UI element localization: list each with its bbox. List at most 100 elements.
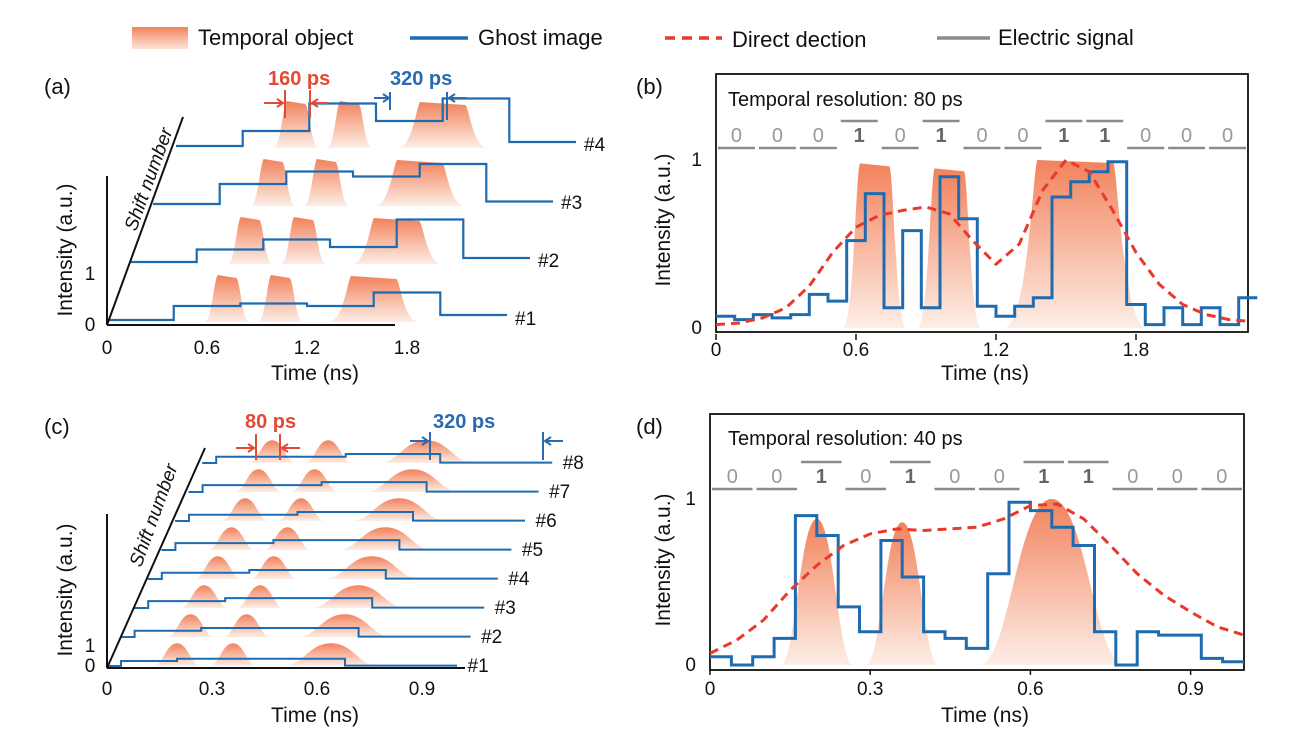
panel-c-object-pulse (324, 556, 420, 579)
panel-d-frame (709, 413, 1245, 671)
panel-c: (c) #8#7#6#5#4#3#2#1 Shift number Intens… (44, 411, 584, 727)
panel-b-bit-label: 0 (1017, 125, 1028, 147)
panel-b-ghost-image-line (716, 160, 1258, 327)
panel-c-object-pulse (351, 498, 447, 521)
panel-c-ghost-trace (202, 453, 553, 464)
panel-c-traces: #8 #7 #6 #5 #4 #3 #2 #1 (107, 440, 584, 677)
panel-d-object-pulse (865, 522, 939, 665)
panel-a-trace-label: #1 (515, 309, 536, 330)
panel-b-bit-label: 1 (1099, 125, 1110, 147)
panel-a-ghost-trace (176, 97, 576, 148)
panel-c-ytick: 0 (85, 656, 96, 677)
panel-c-ghost-trace (120, 627, 471, 638)
panel-c-object-pulse (310, 585, 406, 608)
panel-c-trace-label: #4 (508, 569, 530, 590)
panel-a-trace-label: #4 (584, 135, 606, 156)
panel-d-bit-label: 0 (860, 466, 871, 488)
panel-a-depth-axis (106, 116, 184, 326)
panel-b-ticks: 0 0.6 1.2 1.8 0 1 (691, 150, 1149, 361)
panel-b-object-pulse (1003, 160, 1147, 328)
panel-a-xtick: 1.2 (294, 338, 320, 359)
panel-d-xtick: 0 (705, 679, 716, 700)
panel-a-ytick: 1 (85, 264, 96, 285)
panel-d-object-pulse (780, 518, 854, 665)
panel-b-xtick: 0.6 (843, 340, 869, 361)
panel-c-object-pulse (263, 527, 312, 550)
panel-d-bit-label: 1 (905, 466, 916, 488)
panel-a-annotation-160ps-arrows (264, 90, 328, 118)
panel-b-direct-detection-line (715, 158, 1249, 327)
panel-c-annotation-80ps: 80 ps (245, 411, 296, 433)
panel-b-bit-label: 0 (772, 125, 783, 147)
panel-c-trace-label: #1 (468, 656, 489, 677)
panel-c-label: (c) (44, 414, 70, 439)
panel-b-object-pulse (917, 168, 982, 328)
panel-c-object-pulse (236, 585, 284, 608)
panel-d-bit-label: 0 (727, 466, 738, 488)
panel-d-ticks: 0 0.3 0.6 0.9 0 1 (685, 489, 1203, 700)
panel-c-annotation-320ps-arrows (410, 432, 563, 460)
panel-c-xlabel: Time (ns) (271, 704, 359, 727)
panel-b-bit-label: 0 (731, 125, 742, 147)
panel-d-direct-detection-line (709, 502, 1245, 655)
panel-a-object-pulse (227, 217, 273, 264)
panel-d-bit-label: 1 (816, 466, 827, 488)
panel-a-xtick: 1.8 (394, 338, 420, 359)
panel-d-bit-label: 0 (771, 466, 782, 488)
panel-b-bit-label: 1 (1058, 125, 1069, 147)
panel-a-object-pulse (257, 275, 303, 322)
panel-b-ylabel: Intensity (a.u.) (652, 153, 675, 286)
panel-b-xtick: 0 (711, 340, 722, 361)
panel-c-object-pulse (194, 556, 242, 579)
panel-c-trace-label: #8 (563, 453, 584, 474)
panel-c-object-pulse (365, 469, 461, 492)
panel-c-object-pulse (290, 469, 339, 492)
panel-d-bit-label: 0 (1127, 466, 1138, 488)
panel-c-object-pulse (378, 440, 474, 463)
legend-label-temporal-object: Temporal object (198, 25, 353, 50)
panel-c-object-pulse (207, 527, 256, 550)
panel-a-ghost-trace (153, 162, 553, 206)
panel-b-bit-label: 0 (813, 125, 824, 147)
panel-c-ghost-trace (107, 657, 457, 667)
panel-a-ghost-trace (107, 291, 507, 322)
panel-b-bit-label: 0 (1181, 125, 1192, 147)
panel-a-annotation-320ps-arrows (374, 92, 466, 120)
panel-b-bit-label: 0 (895, 125, 906, 147)
panel-a-annotation-160ps: 160 ps (268, 68, 330, 90)
panel-d-label: (d) (636, 414, 663, 439)
panel-a-traces: #4 #3 #2 #1 (107, 97, 606, 330)
panel-a-object-pulse (250, 159, 296, 206)
panel-d-bit-label: 0 (994, 466, 1005, 488)
panel-d-xtick: 0.6 (1017, 679, 1043, 700)
panel-a-object-pulse (374, 160, 465, 206)
panel-a-xtick: 0.6 (194, 338, 220, 359)
panel-b-ytick: 1 (691, 150, 702, 171)
panel-d-xtick: 0.3 (857, 679, 883, 700)
panel-d-ytick: 1 (685, 489, 696, 510)
panel-c-ytick: 1 (85, 636, 96, 657)
panel-a-ytick: 0 (85, 315, 96, 336)
panel-d-bit-label: 0 (1172, 466, 1183, 488)
panel-b-bit-label: 0 (1140, 125, 1151, 147)
panel-a-ghost-trace (130, 218, 530, 264)
panel-d-bit-label: 1 (1083, 466, 1094, 488)
panel-d-bit-label: 1 (1038, 466, 1049, 488)
panel-c-object-pulse (166, 614, 215, 637)
panel-c-xtick: 0.6 (304, 679, 330, 700)
panel-c-ghost-trace (134, 597, 485, 609)
panel-c-object-pulse (297, 614, 393, 637)
panel-d-bit-label: 0 (1216, 466, 1227, 488)
panel-b-xtick: 1.2 (983, 340, 1009, 361)
panel-a-depth-label: Shift number (121, 125, 178, 234)
panel-c-ghost-trace (175, 511, 525, 522)
panel-c-object-pulse (234, 469, 283, 492)
panel-a-trace-label: #3 (561, 193, 582, 214)
panel-c-ghost-trace (161, 539, 512, 551)
panel-c-object-pulse (304, 440, 352, 463)
panel-a-ylabel: Intensity (a.u.) (54, 183, 77, 316)
legend: Temporal object Ghost image Direct decti… (132, 25, 1134, 52)
panel-b-ytick: 0 (691, 318, 702, 339)
legend-label-direct-detection: Direct dection (732, 27, 867, 52)
panel-c-xtick: 0.9 (409, 679, 435, 700)
